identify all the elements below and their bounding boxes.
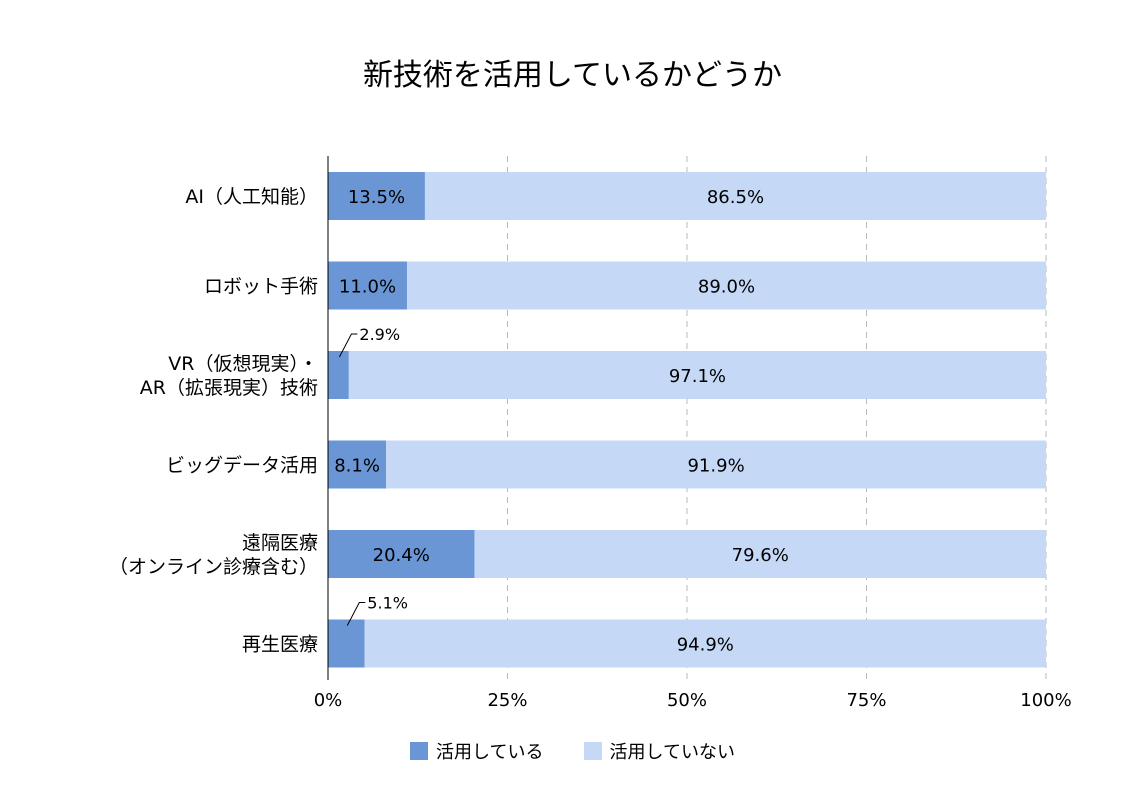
category-label-2-line-1: AR（拡張現実）技術: [140, 377, 318, 399]
legend-item-using: 活用している: [410, 738, 544, 764]
x-tick-label-4: 100%: [1020, 690, 1071, 711]
category-label-2-line-0: VR（仮想現実）・: [168, 353, 318, 375]
data-label-not-using-4: 79.6%: [732, 545, 789, 566]
category-label-0: AI（人工知能）: [185, 186, 318, 208]
bar-not-using-4: [474, 530, 1046, 578]
chart-title: 新技術を活用しているかどうか: [362, 58, 783, 93]
x-tick-label-0: 0%: [314, 690, 343, 711]
x-tick-label-3: 75%: [846, 690, 886, 711]
bar-using-4: [328, 530, 475, 578]
legend-swatch-not-using: [583, 742, 602, 760]
category-label-1: ロボット手術: [204, 276, 318, 298]
callout-leader-5: [346, 602, 366, 626]
legend: 活用している 活用していない: [0, 738, 1145, 764]
data-label-not-using-2: 97.1%: [669, 366, 726, 387]
bar-using-3: [328, 440, 387, 489]
data-label-not-using-1: 89.0%: [698, 277, 755, 298]
bar-using-2: [328, 351, 349, 399]
data-label-not-using-5: 94.9%: [677, 635, 734, 656]
data-label-not-using-3: 91.9%: [687, 456, 744, 477]
legend-label-not-using: 活用していない: [609, 742, 735, 763]
bar-using-5: [328, 619, 365, 668]
bar-not-using-0: [424, 172, 1046, 220]
category-label-4-line-1: （オンライン診療含む）: [109, 556, 318, 578]
category-label-5: 再生医療: [242, 634, 318, 656]
category-label-4-line-0: 遠隔医療: [242, 532, 318, 554]
bar-not-using-1: [406, 261, 1047, 310]
bar-using-0: [328, 172, 425, 220]
legend-label-using: 活用している: [436, 742, 544, 763]
data-label-using-1: 11.0%: [339, 277, 396, 298]
bar-using-1: [328, 261, 407, 310]
data-label-using-4: 20.4%: [373, 545, 430, 566]
bar-not-using-3: [386, 440, 1047, 489]
data-label-not-using-0: 86.5%: [707, 187, 764, 208]
x-tick-label-1: 25%: [487, 690, 527, 711]
legend-item-not-using: 活用していない: [583, 738, 735, 764]
data-label-using-3: 8.1%: [334, 456, 380, 477]
callout-leader-2: [338, 333, 358, 358]
x-tick-label-2: 50%: [667, 690, 707, 711]
bar-not-using-2: [348, 351, 1046, 399]
legend-swatch-using: [410, 742, 429, 760]
category-label-3: ビッグデータ活用: [166, 455, 318, 477]
data-label-using-0: 13.5%: [348, 187, 405, 208]
data-label-using-5: 5.1%: [367, 594, 408, 613]
data-label-using-2: 2.9%: [359, 325, 400, 344]
bar-not-using-5: [364, 619, 1046, 668]
